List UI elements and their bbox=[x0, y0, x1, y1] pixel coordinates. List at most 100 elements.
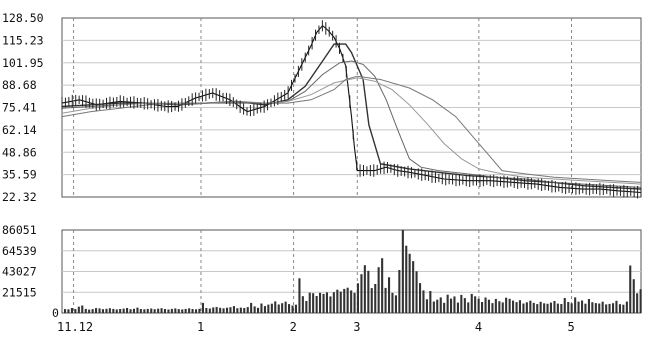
volume-bar bbox=[188, 308, 191, 313]
volume-bar bbox=[301, 296, 304, 313]
volume-bar bbox=[212, 307, 215, 313]
volume-bar bbox=[243, 308, 246, 313]
volume-bar bbox=[556, 303, 559, 313]
volume-bar bbox=[381, 258, 384, 313]
volume-bar bbox=[263, 306, 266, 313]
volume-bar bbox=[453, 296, 456, 313]
volume-y-tick-label: 86051 bbox=[2, 223, 37, 237]
volume-bar bbox=[284, 301, 287, 313]
volume-bar bbox=[312, 293, 315, 313]
volume-bar bbox=[567, 302, 570, 313]
volume-bar bbox=[639, 289, 642, 313]
volume-bar bbox=[546, 303, 549, 313]
price-series-line-4 bbox=[61, 75, 642, 183]
volume-bar bbox=[522, 303, 525, 313]
volume-bar bbox=[370, 288, 373, 313]
volume-bar bbox=[298, 278, 301, 313]
volume-bar bbox=[329, 296, 332, 313]
volume-bar bbox=[91, 309, 94, 313]
volume-bar bbox=[491, 303, 494, 313]
volume-bar bbox=[88, 309, 91, 313]
volume-bar bbox=[422, 290, 425, 313]
volume-bar bbox=[594, 303, 597, 313]
volume-bar bbox=[618, 304, 621, 313]
volume-bar bbox=[405, 245, 408, 313]
volume-bar bbox=[463, 298, 466, 313]
volume-bar bbox=[325, 292, 328, 313]
price-series-line-2 bbox=[61, 60, 642, 188]
volume-bar bbox=[601, 301, 604, 313]
volume-bar bbox=[467, 302, 470, 313]
volume-bar bbox=[208, 308, 211, 313]
volume-bar bbox=[143, 309, 146, 313]
volume-y-tick-label: 0 bbox=[52, 306, 59, 320]
x-tick-label: 1 bbox=[197, 320, 204, 334]
volume-bar bbox=[560, 304, 563, 313]
volume-bar bbox=[160, 308, 163, 313]
volume-bar bbox=[181, 309, 184, 313]
volume-bar bbox=[577, 301, 580, 313]
volume-bar bbox=[388, 277, 391, 313]
volume-bar bbox=[195, 309, 198, 313]
volume-bar bbox=[501, 302, 504, 313]
volume-bar bbox=[549, 302, 552, 313]
volume-bar bbox=[584, 303, 587, 313]
volume-bar bbox=[105, 308, 108, 313]
volume-bar bbox=[184, 308, 187, 313]
price-y-tick-label: 115.23 bbox=[2, 33, 44, 47]
volume-y-tick-label: 43027 bbox=[2, 265, 37, 279]
volume-bar bbox=[398, 270, 401, 313]
volume-bar bbox=[215, 307, 218, 313]
volume-bar bbox=[587, 299, 590, 313]
volume-bar bbox=[384, 287, 387, 313]
volume-bar bbox=[219, 307, 222, 313]
volume-bar bbox=[450, 298, 453, 313]
x-axis: 11.12 1 2 3 4 5 bbox=[57, 320, 575, 334]
volume-bar bbox=[412, 261, 415, 313]
volume-bar bbox=[101, 309, 104, 313]
volume-bar bbox=[487, 299, 490, 313]
volume-bar bbox=[177, 309, 180, 313]
price-panel: 128.50 115.23 101.95 88.68 75.41 62.14 48.86 35… bbox=[2, 11, 642, 204]
volume-bar bbox=[367, 270, 370, 313]
volume-bar bbox=[432, 301, 435, 313]
x-tick-label: 4 bbox=[475, 320, 482, 334]
volume-bar bbox=[77, 306, 80, 313]
volume-y-tick-label: 21515 bbox=[2, 285, 37, 299]
volume-bar bbox=[543, 303, 546, 313]
volume-bar bbox=[391, 292, 394, 313]
volume-bar bbox=[267, 304, 270, 313]
volume-bar bbox=[84, 308, 87, 313]
volume-bar bbox=[150, 308, 153, 313]
x-tick-label: 2 bbox=[290, 320, 297, 334]
volume-bar bbox=[494, 298, 497, 313]
volume-bar bbox=[95, 308, 98, 313]
volume-bar bbox=[250, 302, 253, 313]
volume-bar bbox=[581, 300, 584, 313]
volume-bar bbox=[518, 300, 521, 313]
volume-bar bbox=[425, 299, 428, 313]
volume-bar bbox=[70, 308, 73, 313]
volume-bar bbox=[232, 306, 235, 313]
volume-bar bbox=[443, 302, 446, 313]
volume-bar bbox=[305, 301, 308, 313]
volume-bar bbox=[222, 308, 225, 313]
volume-bar bbox=[239, 307, 242, 313]
volume-bar bbox=[167, 309, 170, 313]
volume-bar bbox=[456, 302, 459, 313]
volume-bar bbox=[477, 298, 480, 313]
volume-bar bbox=[419, 283, 422, 313]
volume-bar bbox=[553, 301, 556, 313]
volume-bar bbox=[408, 253, 411, 313]
volume-bar bbox=[536, 304, 539, 313]
volume-bar bbox=[570, 303, 573, 313]
volume-bar bbox=[332, 292, 335, 313]
volume-bar bbox=[122, 308, 125, 313]
volume-panel: 86051 64539 43027 21515 0 bbox=[2, 223, 642, 320]
price-y-tick-label: 62.14 bbox=[2, 123, 37, 137]
volume-bar bbox=[201, 302, 204, 313]
volume-bar bbox=[353, 292, 356, 313]
volume-bar bbox=[108, 308, 111, 313]
volume-bar bbox=[636, 293, 639, 313]
volume-bar bbox=[64, 309, 67, 313]
